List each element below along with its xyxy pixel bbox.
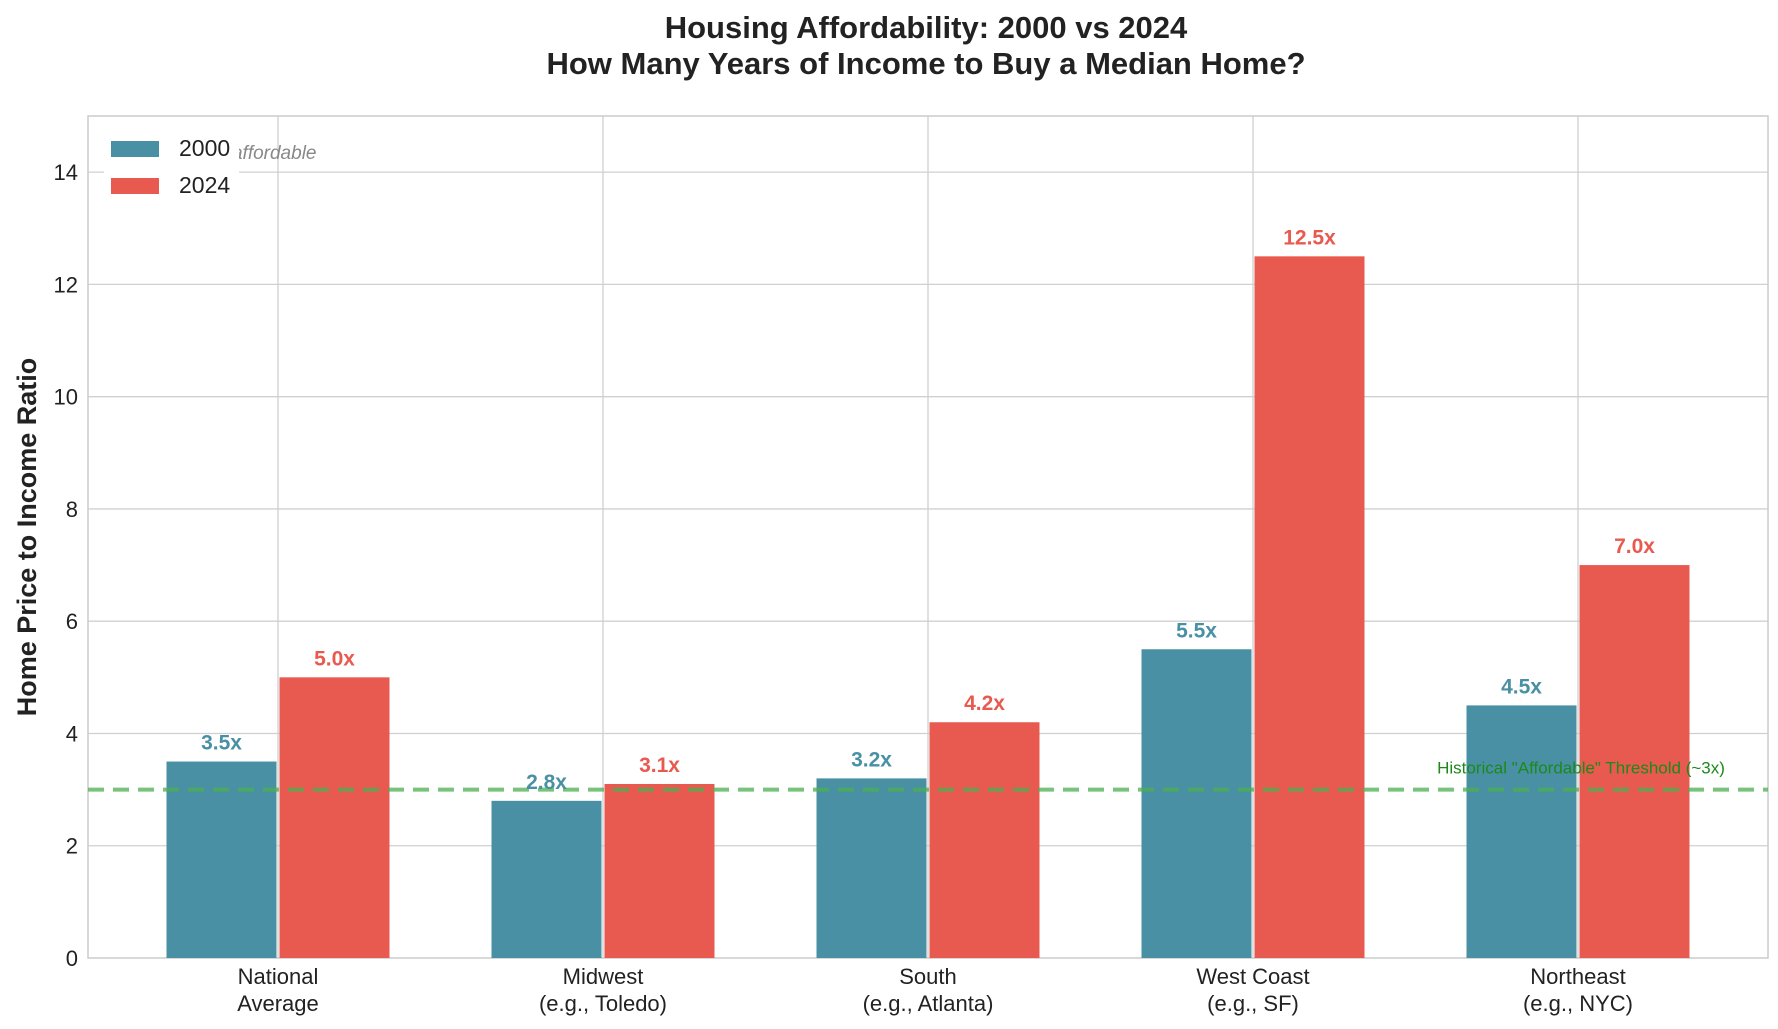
data-label-2000-3: 5.5x [1176,619,1217,642]
threshold: Historical "Affordable" Threshold (~3x) [88,759,1768,792]
y-tick-label: 8 [66,497,78,522]
y-tick-label: 12 [54,272,78,297]
bar-2000-1 [491,800,602,958]
data-label-2000-0: 3.5x [201,732,242,755]
bar-2000-2 [816,778,927,958]
y-tick-label: 2 [66,834,78,859]
bars [166,256,1690,958]
data-label-2000-1: 2.8x [526,771,567,794]
bar-2024-4 [1579,565,1690,958]
y-tick-label: 14 [54,160,78,185]
data-label-2024-2: 4.2x [964,692,1005,715]
data-label-2024-3: 12.5x [1283,226,1336,249]
legend: 2000 2024 [104,134,239,202]
y-tick-label: 10 [54,385,78,410]
legend-swatch-2024 [111,178,159,194]
data-label-2024-0: 5.0x [314,647,355,670]
x-tick-label: (e.g., Atlanta) [863,991,994,1016]
bar-2000-3 [1141,649,1252,958]
bar-2024-3 [1254,256,1365,958]
legend-label-2000: 2000 [179,135,230,161]
x-tick-label: (e.g., SF) [1207,991,1299,1016]
y-axis-ticks: 0 2 4 6 8 10 12 14 [54,160,78,971]
bar-2000-4 [1466,705,1577,958]
data-labels: 3.5x 2.8x 3.2x 5.5x 4.5x 5.0x 3.1x 4.2x 12.5x 7.0… [201,226,1655,793]
data-label-2024-1: 3.1x [639,754,680,777]
chart-title-line1: Housing Affordability: 2000 vs 2024 [665,10,1188,45]
x-tick-label: West Coast [1196,964,1309,989]
x-tick-label: (e.g., NYC) [1523,991,1633,1016]
y-axis-label: Home Price to Income Ratio [12,358,42,717]
chart-title-line2: How Many Years of Income to Buy a Median… [546,46,1305,81]
x-tick-label: Midwest [563,964,644,989]
y-tick-label: 0 [66,946,78,971]
plot-area [87,115,1769,959]
data-label-2000-2: 3.2x [851,748,892,771]
threshold-label: Historical "Affordable" Threshold (~3x) [1437,759,1725,778]
legend-swatch-2000 [111,141,159,157]
y-tick-label: 6 [66,609,78,634]
x-tick-label: Average [237,991,319,1016]
x-tick-label: South [899,964,957,989]
x-tick-label: (e.g., Toledo) [539,991,667,1016]
data-label-2024-4: 7.0x [1614,535,1655,558]
x-tick-label: Northeast [1530,964,1625,989]
data-label-2000-4: 4.5x [1501,675,1542,698]
bar-2024-1 [604,783,715,958]
bar-2024-0 [279,677,390,958]
legend-label-2024: 2024 [179,172,230,198]
bar-2000-0 [166,761,277,958]
x-tick-label: National [238,964,319,989]
bar-2024-2 [929,722,1040,958]
y-tick-label: 4 [66,721,78,746]
